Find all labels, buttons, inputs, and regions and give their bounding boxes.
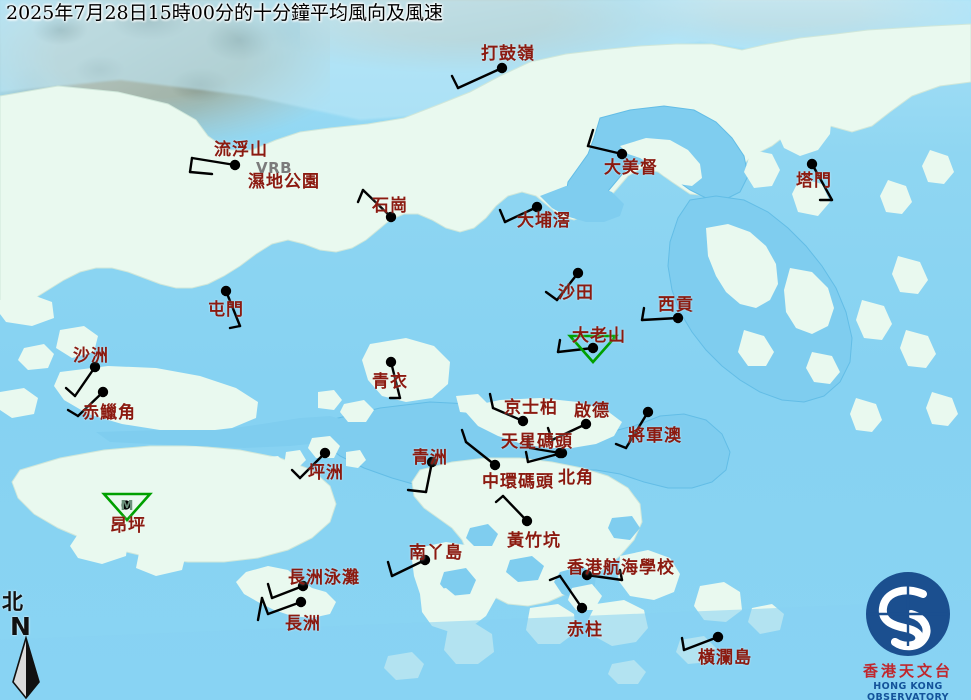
compass-needle-icon [12, 635, 40, 700]
hko-emblem-icon [866, 572, 950, 656]
wind-barb-tap-mun [806, 158, 834, 202]
station-label-wong-chuk-hang: 黃竹坑 [507, 531, 561, 551]
wind-barb-tsing-yi [385, 356, 402, 400]
wind-barb-layer [64, 62, 834, 652]
wind-barb-tates-cairn [556, 338, 599, 354]
landmass-new-territories [0, 23, 971, 315]
station-label-kings-park: 京士柏 [504, 398, 558, 418]
wind-barb-wong-chuk-hang [494, 494, 533, 527]
wind-barb-lau-fau-shan [188, 156, 241, 176]
wind-barb-stanley [548, 574, 588, 614]
station-label-kai-tak: 啟德 [574, 401, 610, 421]
station-label-peng-chau: 坪洲 [308, 463, 344, 483]
station-label-star-ferry: 天星碼頭 [501, 432, 573, 452]
hko-logo-text-en: HONG KONG OBSERVATORY [867, 681, 949, 700]
station-label-tsing-yi: 青衣 [372, 372, 408, 392]
hko-logo: 香港天文台 HONG KONG OBSERVATORY [845, 572, 971, 700]
map-label-wetland-park: 濕地公園 [248, 172, 320, 192]
wind-barb-cheung-chau-beach [266, 580, 309, 600]
victoria-harbour [321, 338, 731, 491]
central-islands [284, 436, 366, 468]
station-label-stanley: 赤柱 [567, 620, 603, 640]
compass-label-cn: 北 [2, 589, 23, 614]
station-label-cheung-chau: 長洲 [285, 614, 321, 634]
station-label-lamma-island: 南丫島 [409, 543, 463, 563]
wind-barb-chek-lap-kok [66, 386, 109, 418]
station-label-sai-kung: 西貢 [658, 295, 694, 315]
wind-barb-sha-tin [544, 267, 584, 302]
sai-kung-peninsula [667, 150, 958, 432]
western-islets [0, 294, 98, 418]
wind-barb-lamma-island [386, 554, 431, 578]
wind-barb-waglan-island [680, 631, 724, 652]
compass-label-en: N [10, 612, 31, 641]
station-label-central-pier: 中環碼頭 [482, 472, 554, 492]
tolo-harbour-inlet [540, 105, 749, 222]
wind-barb-hk-sea-school [581, 568, 624, 582]
station-label-tseung-kwan-o: 將軍澳 [628, 426, 682, 446]
calm-letter-ngong-ping: M [121, 499, 134, 514]
wind-barb-north-point [524, 447, 568, 464]
ma-wan-islets [318, 390, 374, 422]
station-label-hk-sea-school: 香港航海學校 [567, 558, 675, 578]
wind-barb-sha-chau [64, 361, 101, 398]
station-label-lau-fau-shan: 流浮山 [214, 140, 268, 160]
station-label-tap-mun: 塔門 [796, 171, 832, 191]
deep-water-band [0, 600, 971, 700]
map-label-vrb-text: VRB [256, 159, 293, 177]
station-label-green-island: 青洲 [412, 448, 448, 468]
wind-barb-shek-kong [356, 188, 397, 223]
lantau-island [11, 366, 360, 576]
wind-barb-ta-kwu-ling [450, 62, 508, 90]
station-label-tates-cairn: 大老山 [572, 326, 626, 346]
calm-marker-letters: M [121, 499, 134, 514]
wind-barb-tai-mei-tuk [586, 128, 628, 160]
wind-barb-kings-park [488, 392, 529, 427]
station-label-north-point: 北角 [558, 468, 594, 488]
page-title: 2025年7月28日15時00分的十分鐘平均風向及風速 [6, 2, 443, 24]
calm-marker-layer [101, 334, 619, 522]
hong-kong-island [411, 457, 643, 610]
wind-barb-tuen-mun [220, 285, 242, 330]
hko-logo-text-cn: 香港天文台 [862, 662, 953, 680]
coastal-shallow-halo [0, 0, 971, 120]
station-label-cheung-chau-beach: 長洲泳灘 [288, 568, 360, 588]
calm-marker-tates-cairn [567, 334, 619, 364]
station-label-tuen-mun: 屯門 [208, 300, 244, 320]
station-label-waglan-island: 橫瀾島 [698, 648, 752, 668]
wind-barb-tseung-kwan-o [614, 406, 654, 450]
wind-barb-tai-po-kau [498, 201, 543, 224]
compass-rose: 北 N [2, 586, 62, 700]
station-label-sha-chau: 沙洲 [73, 346, 109, 366]
wind-barb-kai-tak [546, 418, 592, 442]
wind-barb-ngong-ping [121, 500, 131, 510]
station-label-tai-po-kau: 大埔滘 [517, 211, 571, 231]
station-label-tai-mei-tuk: 大美督 [604, 158, 658, 178]
station-label-shek-kong: 石崗 [372, 196, 408, 216]
station-label-ta-kwu-ling: 打鼓嶺 [481, 44, 535, 64]
calm-marker-ngong-ping [101, 492, 153, 522]
wind-barb-cheung-chau [256, 596, 307, 622]
wind-barb-sai-kung [640, 306, 684, 324]
wind-barb-peng-chau [290, 447, 331, 480]
station-label-chek-lap-kok: 赤鱲角 [82, 403, 136, 423]
station-label-sha-tin: 沙田 [558, 283, 594, 303]
northeast-islands [740, 56, 872, 216]
wind-barb-green-island [406, 456, 438, 494]
wind-barb-central-pier [460, 428, 501, 471]
station-label-ngong-ping: 昂坪 [110, 516, 146, 536]
